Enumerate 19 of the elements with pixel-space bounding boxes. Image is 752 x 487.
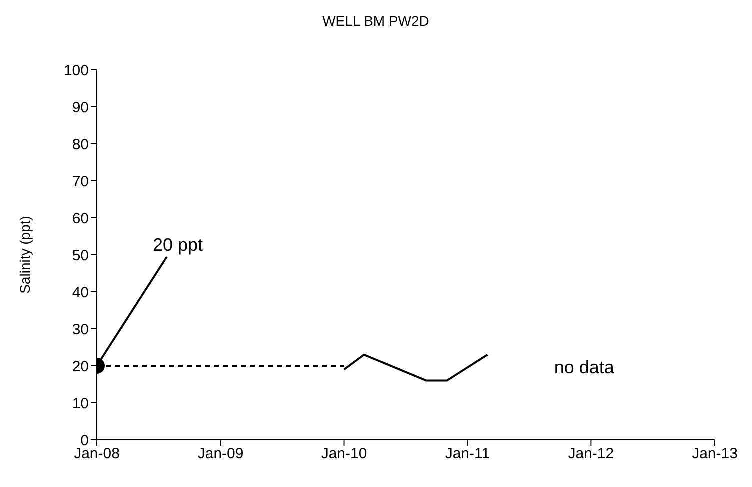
annotation: 20 ppt bbox=[153, 235, 204, 255]
y-tick-label: 30 bbox=[72, 321, 89, 338]
y-tick-label: 100 bbox=[64, 62, 89, 80]
y-tick-label: 60 bbox=[72, 210, 89, 228]
annotation: no data bbox=[554, 357, 616, 378]
chart-title: WELL BM PW2D bbox=[322, 13, 430, 29]
y-axis-title: Salinity (ppt) bbox=[17, 216, 33, 294]
y-tick-label: 80 bbox=[72, 136, 89, 154]
y-tick-label: 20 bbox=[72, 358, 89, 376]
y-tick-label: 50 bbox=[72, 247, 89, 264]
y-tick-label: 40 bbox=[72, 284, 89, 302]
x-tick-label: Jan-12 bbox=[568, 446, 614, 463]
x-tick-label: Jan-09 bbox=[198, 446, 244, 463]
x-tick-label: Jan-11 bbox=[445, 446, 490, 463]
x-tick-label: Jan-10 bbox=[321, 446, 368, 463]
x-tick-label: Jan-13 bbox=[692, 446, 738, 463]
y-tick-label: 10 bbox=[72, 395, 89, 412]
y-tick-label: 70 bbox=[72, 173, 89, 190]
y-tick-label: 90 bbox=[72, 99, 89, 116]
